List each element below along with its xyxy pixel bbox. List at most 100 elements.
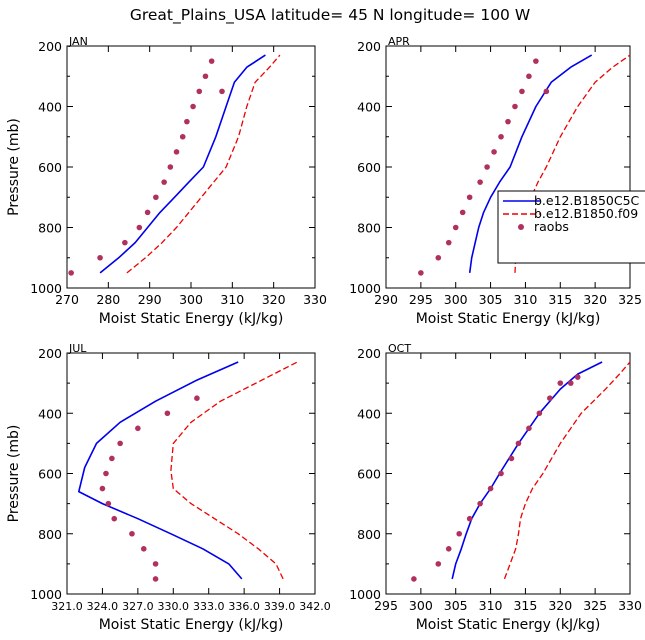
x-tick-label: 295	[409, 292, 433, 307]
raobs-point	[505, 118, 511, 125]
y-axis-label: Pressure (mb)	[6, 425, 22, 523]
x-axis-label: Moist Static Energy (kJ/kg)	[99, 311, 284, 327]
series-line-b-e12-b1850c5c	[468, 54, 593, 274]
raobs-point	[557, 380, 564, 386]
raobs-point	[103, 470, 109, 477]
raobs-point	[533, 58, 539, 64]
raobs-point	[411, 576, 417, 582]
x-axis-label: Moist Static Energy (kJ/kg)	[99, 617, 284, 633]
y-tick-label: 1000	[349, 281, 381, 296]
raobs-point	[111, 515, 118, 522]
raobs-point	[519, 88, 525, 95]
raobs-point	[190, 103, 196, 110]
panel-label: JUL	[68, 342, 87, 355]
raobs-point	[466, 515, 473, 522]
y-tick-label: 400	[357, 100, 381, 115]
raobs-point	[498, 470, 504, 477]
raobs-point	[194, 395, 200, 401]
plot-frame	[385, 352, 631, 595]
raobs-point	[459, 209, 466, 216]
raobs-point	[153, 194, 159, 201]
x-tick-label: 310	[220, 292, 244, 307]
raobs-point	[135, 425, 141, 432]
raobs-point	[567, 380, 574, 386]
raobs-point	[445, 546, 452, 552]
raobs-point	[122, 239, 128, 246]
raobs-point	[136, 224, 143, 231]
legend-label-raobs: raobs	[534, 219, 569, 234]
raobs-point	[547, 395, 553, 401]
raobs-point	[477, 500, 483, 507]
x-axis-label: Moist Static Energy (kJ/kg)	[416, 617, 601, 633]
panel-apr: APR 290 295 300 305 310 315 320 325 200 400 600 800 1…	[349, 35, 642, 327]
y-tick-label: 800	[357, 527, 381, 542]
raobs-point	[164, 410, 171, 417]
raobs-point	[435, 254, 442, 261]
raobs-point	[498, 133, 504, 140]
raobs-point	[536, 410, 543, 417]
raobs-point	[109, 455, 115, 462]
y-tick-label: 200	[38, 346, 62, 361]
series-line-b-e12-b1850-f09	[170, 361, 298, 580]
x-tick-label: 305	[444, 598, 468, 613]
series-line-b-e12-b1850c5c	[78, 361, 243, 580]
y-tick-label: 400	[357, 406, 381, 421]
y-tick-label: 800	[38, 221, 62, 236]
x-tick-label: 315	[513, 598, 537, 613]
x-tick-label: 324.0	[87, 600, 119, 613]
x-tick-label: 320	[583, 292, 607, 307]
raobs-point	[208, 58, 215, 64]
raobs-point	[173, 149, 180, 155]
y-axis-label: Pressure (mb)	[6, 118, 22, 216]
raobs-point	[445, 239, 452, 246]
raobs-point	[487, 485, 494, 492]
y-tick-label: 200	[38, 39, 62, 54]
y-tick-label: 600	[38, 467, 62, 482]
x-tick-label: 327.0	[122, 600, 154, 613]
series-line-b-e12-b1850-f09	[503, 361, 631, 580]
x-tick-label: 339.0	[264, 600, 296, 613]
y-tick-label: 200	[357, 346, 381, 361]
legend-label-model-a: b.e12.B1850C5C	[534, 193, 640, 208]
x-tick-label: 321.0	[51, 600, 83, 613]
raobs-point	[202, 73, 209, 80]
x-axis-label: Moist Static Energy (kJ/kg)	[416, 311, 601, 327]
raobs-point	[152, 561, 159, 567]
series-line-b-e12-b1850c5c	[451, 361, 603, 580]
raobs-point	[144, 209, 151, 216]
raobs-point	[484, 164, 490, 170]
raobs-point	[97, 254, 103, 261]
panel-label: APR	[388, 35, 410, 48]
raobs-point	[68, 270, 74, 276]
x-tick-label: 315	[548, 292, 572, 307]
raobs-point	[466, 194, 473, 201]
panel-label: JAN	[68, 35, 88, 48]
plot-frame	[66, 45, 316, 289]
raobs-point	[508, 455, 515, 462]
x-tick-label: 336.0	[228, 600, 260, 613]
y-tick-label: 400	[38, 406, 62, 421]
x-tick-label: 280	[96, 292, 120, 307]
raobs-point	[196, 88, 203, 95]
x-tick-label: 270	[55, 292, 79, 307]
raobs-point	[184, 118, 190, 125]
x-tick-label: 300	[409, 598, 433, 613]
legend-label-model-b: b.e12.B1850.f09	[534, 206, 638, 221]
y-tick-label: 400	[38, 100, 62, 115]
raobs-point	[105, 500, 112, 507]
figure-title: Great_Plains_USA latitude= 45 N longitud…	[130, 6, 530, 25]
raobs-point	[140, 546, 147, 552]
x-tick-label: 320	[548, 598, 572, 613]
raobs-point	[452, 224, 459, 231]
panel-label: OCT	[388, 342, 411, 355]
raobs-point	[512, 103, 518, 110]
raobs-point	[574, 374, 581, 380]
panel-jan: JAN 270 280 290 300 310 320 330 200 400 600 800 1000…	[6, 35, 327, 327]
x-tick-label: 295	[374, 598, 398, 613]
raobs-point	[117, 440, 123, 447]
x-tick-label: 310	[513, 292, 537, 307]
x-tick-label: 325	[618, 292, 642, 307]
x-tick-label: 333.0	[193, 600, 225, 613]
y-tick-label: 1000	[349, 587, 381, 602]
